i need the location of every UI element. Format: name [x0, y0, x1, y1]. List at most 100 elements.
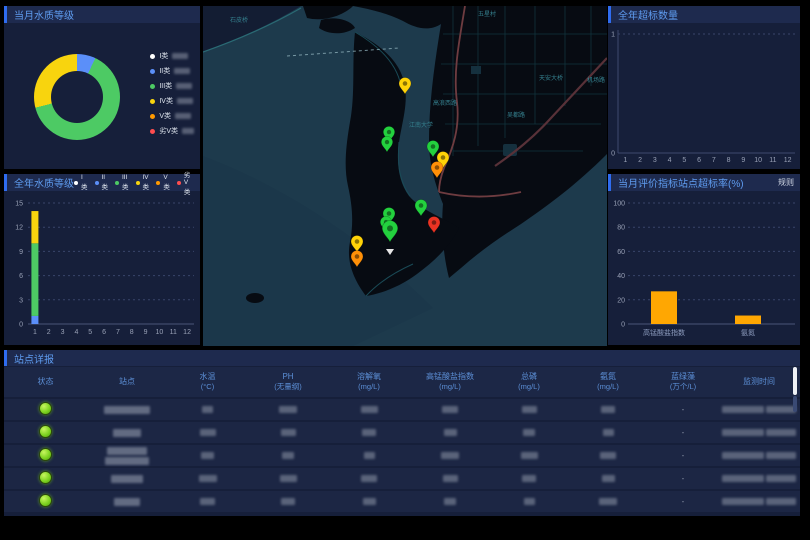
station-table-body: - - - - -: [4, 399, 800, 512]
svg-text:9: 9: [19, 249, 23, 256]
table-row[interactable]: -: [4, 422, 800, 443]
column-header: PH(无量纲): [248, 372, 328, 391]
value-cell: [410, 451, 490, 460]
algae-cell: -: [648, 451, 718, 460]
legend-item[interactable]: 劣V类: [150, 126, 194, 136]
value-cell: [167, 405, 248, 414]
rules-button[interactable]: 规则: [778, 177, 794, 188]
svg-text:氨氮: 氨氮: [741, 328, 755, 337]
legend-item[interactable]: I类: [74, 174, 88, 191]
column-name: 水温: [200, 372, 216, 381]
legend-dot: [150, 84, 155, 89]
value-cell: [328, 451, 410, 460]
status-cell: [4, 425, 87, 440]
svg-text:0: 0: [611, 151, 615, 158]
map-label: 石皮桥: [230, 16, 248, 24]
legend-item[interactable]: IV类: [150, 96, 194, 106]
legend-dot: [115, 181, 119, 185]
legend-dot: [150, 114, 155, 119]
column-name: 氨氮: [600, 372, 616, 381]
algae-cell: -: [648, 497, 718, 506]
legend-item[interactable]: V类: [150, 111, 194, 121]
column-name: 状态: [38, 377, 54, 386]
city-map[interactable]: 石皮桥五星村高浪西路江南大学天安大桥吴都路机场路: [203, 6, 607, 346]
scrollbar-track: [793, 396, 797, 412]
map-label: 机场路: [587, 76, 605, 84]
panel-monthly-exceed-rate: 当月评价指标站点超标率(%) 规则 020406080100高锰酸盐指数氨氮: [608, 174, 800, 345]
column-name: 高锰酸盐指数: [426, 372, 474, 381]
legend-dot: [150, 54, 155, 59]
map-pond: [471, 66, 481, 74]
status-indicator: [39, 402, 52, 415]
column-name: 站点: [119, 377, 135, 386]
svg-text:5: 5: [88, 329, 92, 336]
panel-annual-quality: 全年水质等级 I类II类III类IV类V类劣V类 036912151234567…: [4, 174, 200, 345]
station-cell: [87, 497, 167, 506]
table-scrollbar[interactable]: [793, 367, 797, 513]
legend-item[interactable]: III类: [150, 81, 194, 91]
legend-item[interactable]: II类: [150, 66, 194, 76]
column-header: 总磷(mg/L): [490, 372, 568, 391]
table-row[interactable]: -: [4, 491, 800, 512]
svg-text:20: 20: [617, 297, 625, 304]
svg-text:0: 0: [19, 322, 23, 329]
value-cell: [248, 451, 328, 460]
legend-label: IV类: [143, 174, 150, 191]
status-cell: [4, 494, 87, 509]
column-unit: (mg/L): [328, 382, 410, 391]
value-cell: [167, 451, 248, 460]
scrollbar-thumb[interactable]: [793, 367, 797, 395]
table-row[interactable]: -: [4, 468, 800, 489]
legend-value-redacted: [175, 113, 191, 119]
svg-text:高锰酸盐指数: 高锰酸盐指数: [643, 328, 685, 337]
algae-cell: -: [648, 405, 718, 414]
legend-dot: [136, 181, 140, 185]
value-cell: [568, 497, 648, 506]
annual-quality-stacked-chart[interactable]: 03691215123456789101112: [4, 191, 200, 345]
legend-value-redacted: [182, 128, 194, 134]
column-unit: (mg/L): [490, 382, 568, 391]
station-cell: [87, 474, 167, 483]
legend-item[interactable]: V类: [156, 174, 170, 191]
map-label: 五星村: [478, 10, 496, 18]
svg-text:2: 2: [47, 329, 51, 336]
legend-label: 劣V类: [159, 126, 178, 136]
table-row[interactable]: -: [4, 399, 800, 420]
donut-chart[interactable]: [34, 54, 120, 140]
legend-value-redacted: [176, 83, 192, 89]
value-cell: [410, 474, 490, 483]
status-indicator: [39, 471, 52, 484]
status-cell: [4, 402, 87, 417]
time-cell: [718, 405, 800, 414]
legend-label: I类: [81, 174, 88, 191]
column-name: 监测时间: [743, 377, 775, 386]
panel-title: 全年超标数量: [618, 7, 678, 22]
svg-text:6: 6: [697, 157, 701, 164]
value-cell: [248, 497, 328, 506]
annual-exceedance-chart[interactable]: 10123456789101112: [608, 23, 800, 169]
column-header: 状态: [4, 377, 87, 387]
svg-text:15: 15: [15, 201, 23, 208]
column-header: 蓝绿藻(万个/L): [648, 372, 718, 391]
svg-text:1: 1: [33, 329, 37, 336]
legend-item[interactable]: IV类: [136, 174, 150, 191]
svg-text:12: 12: [784, 157, 792, 164]
column-name: PH: [282, 372, 293, 381]
monthly-exceed-rate-chart[interactable]: 020406080100高锰酸盐指数氨氮: [608, 191, 800, 345]
time-cell: [718, 474, 800, 483]
legend-dot: [95, 181, 99, 185]
legend-item[interactable]: I类: [150, 51, 194, 61]
legend-item[interactable]: III类: [115, 174, 129, 191]
legend-dot: [177, 181, 181, 185]
value-cell: [328, 474, 410, 483]
status-cell: [4, 448, 87, 463]
station-table-header: 状态站点水温(°C)PH(无量纲)溶解氧(mg/L)高锰酸盐指数(mg/L)总磷…: [4, 367, 800, 397]
legend-dot: [74, 181, 78, 185]
value-cell: [568, 428, 648, 437]
table-row[interactable]: -: [4, 445, 800, 466]
legend-value-redacted: [172, 53, 188, 59]
legend-item[interactable]: II类: [95, 174, 109, 191]
value-cell: [568, 405, 648, 414]
svg-text:0: 0: [621, 322, 625, 329]
svg-text:12: 12: [15, 225, 23, 232]
